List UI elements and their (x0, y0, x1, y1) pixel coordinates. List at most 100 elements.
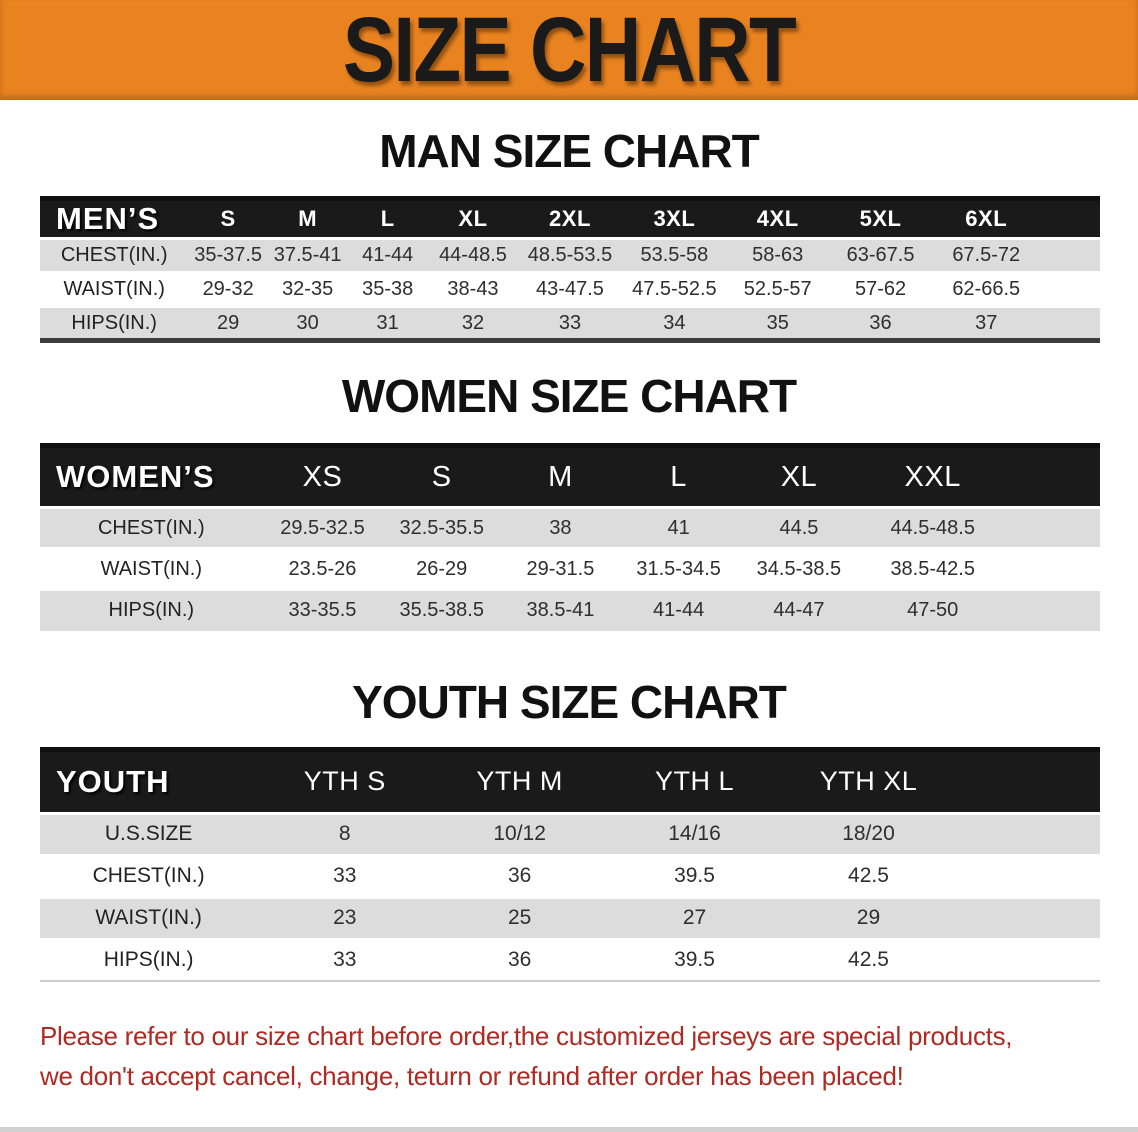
women-size-value-cell: 44-47 (737, 588, 861, 631)
men-size-value-cell: 36 (828, 305, 933, 341)
men-size-value-cell: 35-37.5 (188, 237, 268, 273)
men-size-column-header: S (188, 198, 268, 239)
men-size-value-cell: 35-38 (347, 271, 428, 307)
men-size-value-cell: 63-67.5 (828, 237, 933, 273)
youth-row-label: HIPS(IN.) (40, 937, 258, 981)
banner: SIZE CHART (0, 0, 1138, 100)
youth-table-row: HIPS(IN.) 33 36 39.5 42.5 (40, 937, 1100, 981)
women-table-row: CHEST(IN.) 29.5-32.5 32.5-35.5 38 41 44.5 44.5… (40, 506, 1100, 549)
youth-row-label: U.S.SIZE (40, 811, 258, 855)
men-size-value-cell: 38-43 (427, 271, 519, 307)
men-size-value-cell: 35 (726, 305, 829, 341)
men-table-row: CHEST(IN.) 35-37.5 37.5-41 41-44 44-48.5 48.5… (40, 237, 1100, 273)
men-table-row: HIPS(IN.) 29 30 31 32 33 34 35 36 37 (40, 305, 1100, 341)
men-size-value-cell: 33 (518, 305, 622, 341)
men-table-row: WAIST(IN.) 29-32 32-35 35-38 38-43 43-47.5 47.… (40, 271, 1100, 307)
youth-row-label: CHEST(IN.) (40, 853, 258, 897)
men-size-value-cell: 53.5-58 (621, 237, 727, 273)
men-size-value-cell: 31 (347, 305, 428, 341)
men-size-value-cell: 37 (932, 305, 1100, 341)
men-size-column-header: 4XL (726, 198, 829, 239)
youth-size-value-cell: 39.5 (607, 937, 782, 981)
men-table-header-row: MEN’S S M L XL 2XL 3XL 4XL 5XL 6XL (40, 198, 1100, 239)
youth-table-row: CHEST(IN.) 33 36 39.5 42.5 (40, 853, 1100, 897)
youth-size-value-cell: 36 (432, 853, 608, 897)
women-size-value-cell: 29.5-32.5 (262, 506, 383, 549)
men-size-value-cell: 52.5-57 (726, 271, 829, 307)
youth-size-table: YOUTH YTH S YTH M YTH L YTH XL U.S.SIZE 8 10/12… (40, 746, 1100, 982)
women-row-label: HIPS(IN.) (40, 588, 263, 631)
men-size-column-header: M (267, 198, 348, 239)
men-section-heading: MAN SIZE CHART (379, 125, 760, 177)
men-size-value-cell: 62-66.5 (932, 271, 1100, 307)
youth-section-heading: YOUTH SIZE CHART (352, 675, 787, 728)
youth-size-value-cell: 42.5 (781, 853, 1100, 897)
women-size-value-cell: 35.5-38.5 (382, 588, 502, 631)
women-size-column-header: XL (737, 445, 861, 508)
men-size-column-header: 3XL (621, 198, 727, 239)
men-size-value-cell: 32-35 (267, 271, 348, 307)
men-size-value-cell: 29-32 (188, 271, 268, 307)
women-table-header-row: WOMEN’S XS S M L XL XXL (40, 445, 1100, 508)
youth-table-header-row: YOUTH YTH S YTH M YTH L YTH XL (40, 749, 1100, 813)
men-size-value-cell: 48.5-53.5 (518, 237, 622, 273)
men-size-value-cell: 43-47.5 (518, 271, 622, 307)
women-size-value-cell: 47-50 (860, 588, 1100, 631)
men-size-value-cell: 32 (427, 305, 519, 341)
women-size-table: WOMEN’S XS S M L XL XXL CHEST(IN.) 29.5-32.5 32.5… (40, 443, 1100, 631)
women-row-label: CHEST(IN.) (40, 506, 263, 549)
women-size-column-header: M (501, 445, 620, 508)
women-section-heading: WOMEN SIZE CHART (341, 370, 797, 422)
youth-size-column-header: YTH S (257, 749, 433, 813)
women-size-column-header: XS (262, 445, 383, 508)
men-size-value-cell: 34 (621, 305, 727, 341)
women-size-column-header: XXL (860, 445, 1100, 508)
women-size-column-header: S (382, 445, 502, 508)
youth-size-column-header: YTH M (432, 749, 608, 813)
youth-size-value-cell: 33 (257, 937, 433, 981)
bottom-edge-line (0, 1127, 1138, 1132)
youth-size-value-cell: 39.5 (607, 853, 782, 897)
women-section: WOMEN SIZE CHART WOMEN’S XS S M L XL XXL CHEST(… (0, 373, 1138, 631)
youth-size-value-cell: 29 (781, 895, 1100, 939)
youth-size-value-cell: 33 (257, 853, 433, 897)
youth-size-column-header: YTH L (607, 749, 782, 813)
women-size-value-cell: 38.5-42.5 (860, 547, 1100, 590)
women-size-value-cell: 33-35.5 (262, 588, 383, 631)
women-size-value-cell: 34.5-38.5 (737, 547, 861, 590)
youth-size-value-cell: 14/16 (607, 811, 782, 855)
youth-size-value-cell: 25 (432, 895, 608, 939)
men-section: MAN SIZE CHART MEN’S S M L XL 2XL 3XL 4XL 5XL 6XL… (0, 128, 1138, 343)
men-size-column-header: XL (427, 198, 519, 239)
men-size-value-cell: 41-44 (347, 237, 428, 273)
women-table-row: WAIST(IN.) 23.5-26 26-29 29-31.5 31.5-34.5 34… (40, 547, 1100, 590)
men-size-table: MEN’S S M L XL 2XL 3XL 4XL 5XL 6XL CHEST(IN.) 35-37… (40, 196, 1100, 343)
youth-size-column-header: YTH XL (781, 749, 1100, 813)
disclaimer: Please refer to our size chart before or… (40, 1016, 1098, 1097)
men-size-value-cell: 29 (188, 305, 268, 341)
women-table-corner-label: WOMEN’S (40, 445, 263, 508)
youth-size-value-cell: 27 (607, 895, 782, 939)
disclaimer-line-2: we don't accept cancel, change, teturn o… (40, 1061, 904, 1092)
women-size-value-cell: 44.5-48.5 (860, 506, 1100, 549)
women-row-label: WAIST(IN.) (40, 547, 263, 590)
men-table-corner-label: MEN’S (40, 198, 189, 239)
men-size-value-cell: 44-48.5 (427, 237, 519, 273)
men-row-label: HIPS(IN.) (40, 305, 189, 341)
youth-size-value-cell: 10/12 (432, 811, 608, 855)
women-size-value-cell: 23.5-26 (262, 547, 383, 590)
men-size-value-cell: 67.5-72 (932, 237, 1100, 273)
women-size-value-cell: 41 (619, 506, 738, 549)
youth-size-value-cell: 23 (257, 895, 433, 939)
women-table-row: HIPS(IN.) 33-35.5 35.5-38.5 38.5-41 41-44 44-… (40, 588, 1100, 631)
men-row-label: CHEST(IN.) (40, 237, 189, 273)
youth-section: YOUTH SIZE CHART YOUTH YTH S YTH M YTH L YTH… (0, 675, 1138, 982)
women-size-value-cell: 29-31.5 (501, 547, 620, 590)
disclaimer-line-1: Please refer to our size chart before or… (40, 1021, 1013, 1051)
youth-table-corner-label: YOUTH (40, 749, 258, 813)
youth-size-value-cell: 42.5 (781, 937, 1100, 981)
youth-size-value-cell: 18/20 (781, 811, 1100, 855)
women-size-value-cell: 32.5-35.5 (382, 506, 502, 549)
men-size-column-header: L (347, 198, 428, 239)
